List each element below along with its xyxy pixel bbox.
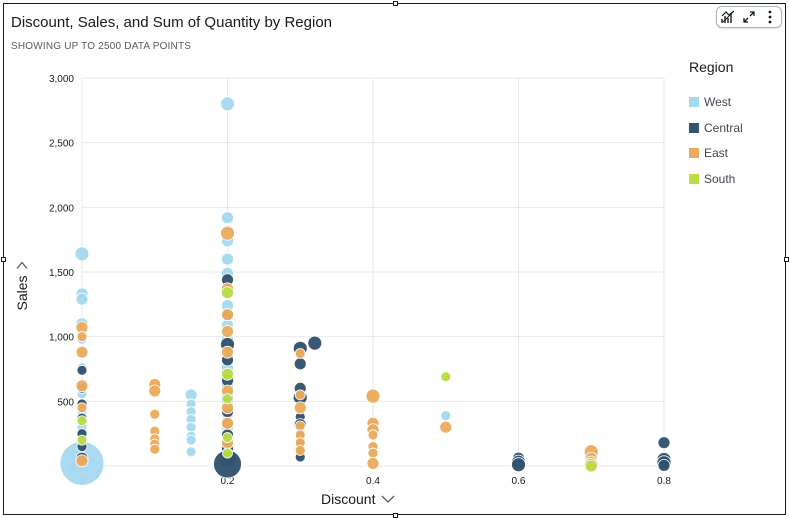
visual-toolbar	[716, 6, 782, 28]
data-point-west[interactable]	[185, 421, 197, 433]
data-point-east[interactable]	[221, 308, 234, 322]
data-point-south[interactable]	[584, 459, 598, 473]
data-point-east[interactable]	[366, 457, 380, 470]
data-point-south[interactable]	[221, 286, 234, 300]
y-axis-title-label: Sales	[14, 275, 30, 311]
x-tick-label: 0.2	[221, 476, 235, 487]
data-point-east[interactable]	[75, 345, 89, 359]
data-point-east[interactable]	[294, 389, 306, 401]
chart-subtitle: SHOWING UP TO 2500 DATA POINTS	[11, 41, 192, 52]
chart-type-icon[interactable]	[719, 8, 737, 26]
legend-label: South	[704, 171, 736, 186]
data-point-east[interactable]	[76, 402, 88, 414]
y-tick-label: 1,500	[49, 268, 74, 279]
data-point-east[interactable]	[75, 379, 89, 393]
data-point-central[interactable]	[307, 335, 323, 351]
x-tick-label: 0.6	[512, 476, 526, 487]
data-point-east[interactable]	[293, 401, 307, 415]
y-tick-label: 1,000	[49, 333, 74, 344]
data-point-west[interactable]	[221, 252, 234, 266]
resize-handle-left[interactable]	[1, 257, 6, 262]
y-axis-title-wrap: Sales	[4, 250, 40, 320]
chart-title: Discount, Sales, and Sum of Quantity by …	[11, 14, 333, 31]
data-point-east[interactable]	[365, 388, 381, 404]
legend-item-west[interactable]: West	[689, 95, 731, 109]
data-point-east[interactable]	[367, 429, 379, 441]
data-point-west[interactable]	[220, 96, 235, 112]
data-point-south[interactable]	[221, 367, 234, 381]
data-point-east[interactable]	[294, 348, 306, 359]
data-point-central[interactable]	[293, 357, 307, 371]
x-axis-title-label: Discount	[321, 491, 376, 507]
data-point-east[interactable]	[148, 384, 162, 398]
legend-label: Central	[704, 120, 743, 135]
y-tick-label: 2,000	[49, 203, 74, 214]
chevron-right-icon	[16, 259, 28, 269]
more-options-icon[interactable]	[761, 8, 779, 26]
x-tick-label: 0.8	[657, 476, 671, 487]
data-point-east[interactable]	[75, 454, 89, 468]
legend-item-central[interactable]: Central	[689, 121, 743, 135]
legend-label: West	[704, 95, 732, 109]
expand-icon[interactable]	[740, 8, 758, 26]
data-point-south[interactable]	[76, 415, 88, 427]
x-axis-title[interactable]: Discount	[321, 491, 395, 507]
y-tick-label: 500	[57, 397, 74, 408]
y-tick-label: 3,000	[49, 74, 74, 85]
data-point-south[interactable]	[222, 393, 233, 405]
data-point-east[interactable]	[220, 225, 235, 241]
data-point-west[interactable]	[74, 246, 90, 262]
legend-swatch	[689, 148, 699, 158]
data-point-west[interactable]	[440, 410, 452, 421]
chevron-down-icon	[381, 494, 395, 504]
data-point-south[interactable]	[440, 371, 452, 383]
data-point-west[interactable]	[75, 292, 89, 306]
data-point-east[interactable]	[149, 408, 161, 420]
data-point-central[interactable]	[76, 364, 88, 376]
data-point-east[interactable]	[294, 445, 306, 456]
legend-swatch	[689, 97, 699, 107]
data-point-south[interactable]	[76, 434, 88, 446]
resize-handle-top[interactable]	[393, 1, 398, 6]
legend-title: Region	[689, 59, 734, 75]
data-point-east[interactable]	[149, 443, 161, 455]
data-point-east[interactable]	[221, 416, 234, 430]
data-point-west[interactable]	[185, 434, 197, 446]
data-point-east[interactable]	[221, 345, 234, 359]
data-point-east[interactable]	[294, 420, 306, 432]
y-axis-title[interactable]: Sales	[14, 259, 30, 311]
data-point-west[interactable]	[185, 446, 197, 458]
data-point-central[interactable]	[511, 457, 526, 473]
data-point-east[interactable]	[76, 331, 88, 343]
data-point-south[interactable]	[222, 447, 233, 459]
data-point-central[interactable]	[657, 436, 671, 450]
data-point-west[interactable]	[221, 211, 234, 225]
legend-swatch	[689, 173, 699, 184]
x-tick-label: 0.4	[366, 476, 380, 487]
legend-item-east[interactable]: East	[689, 146, 728, 160]
data-point-east[interactable]	[221, 325, 234, 338]
visual-frame[interactable]	[3, 3, 786, 515]
resize-handle-right[interactable]	[784, 257, 789, 262]
y-tick-label: 2,500	[49, 139, 74, 150]
legend-swatch	[689, 122, 699, 133]
data-point-south[interactable]	[222, 432, 233, 443]
legend-item-south[interactable]: South	[689, 172, 735, 186]
legend-label: East	[704, 146, 729, 160]
data-point-east[interactable]	[367, 447, 379, 459]
data-point-central[interactable]	[657, 458, 671, 472]
data-point-east[interactable]	[439, 420, 453, 434]
